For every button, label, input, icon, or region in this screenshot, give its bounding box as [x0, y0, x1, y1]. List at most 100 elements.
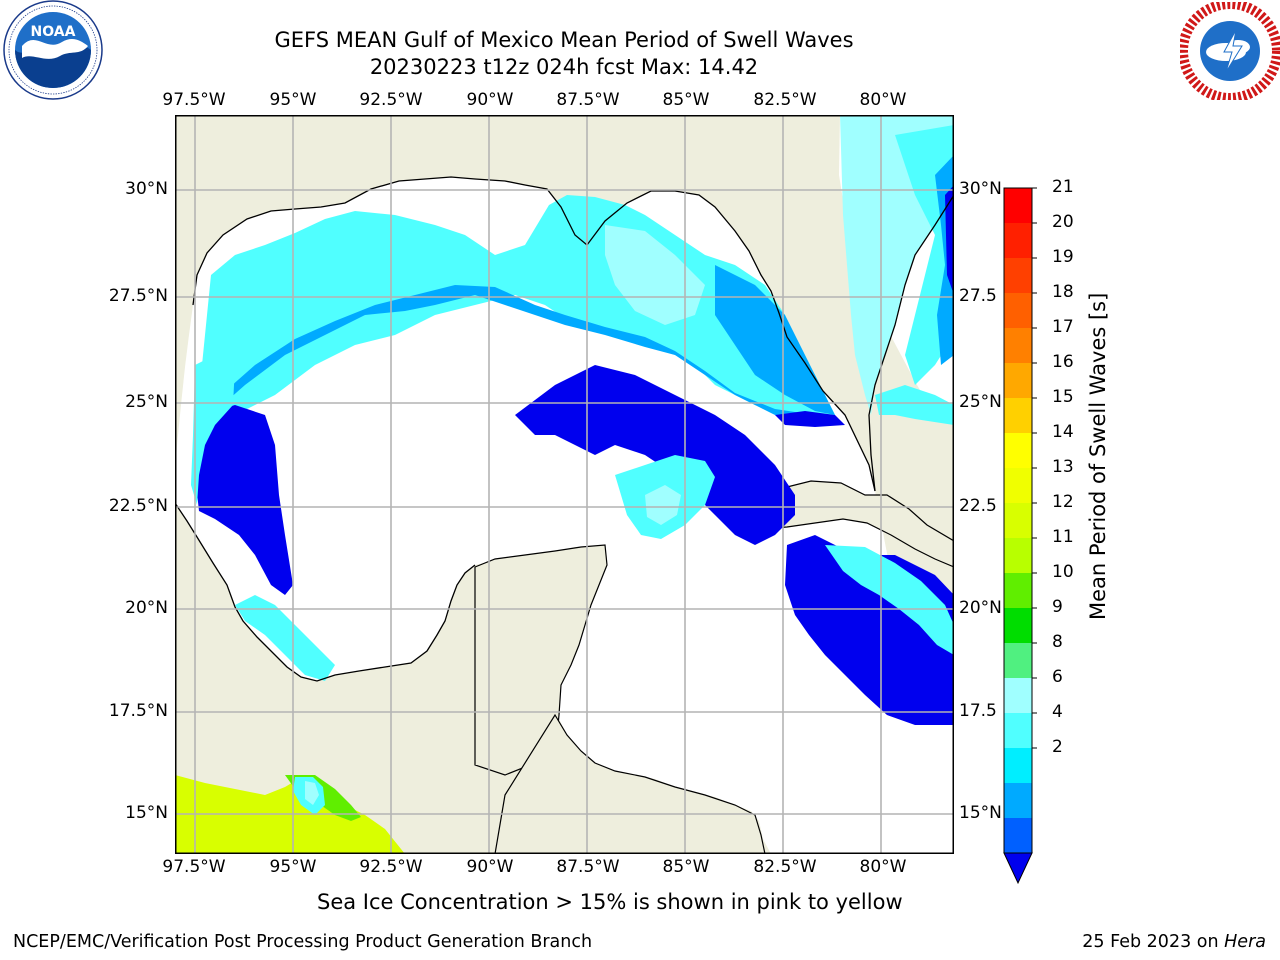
lon-tick-top: 85°W — [662, 90, 710, 110]
lat-tick-left: 22.5°N — [108, 496, 168, 516]
lon-tick-bottom: 82.5°W — [753, 857, 817, 877]
swell-cyan-west — [191, 355, 235, 505]
lat-tick-left: 27.5°N — [108, 286, 168, 306]
swell-blue-band — [211, 285, 835, 425]
land-central-america — [494, 713, 766, 854]
colorbar-tick-label: 2 — [1052, 737, 1063, 757]
coastline-gulf — [175, 502, 476, 682]
coastline-north — [192, 176, 876, 492]
colorbar-tick-label: 6 — [1052, 667, 1063, 687]
colorbar-swatch — [1004, 713, 1032, 748]
swell-deep-blue-florida — [775, 411, 845, 427]
footer-host: Hera — [1224, 932, 1266, 952]
coastline-florida-east — [868, 194, 954, 492]
lon-tick-top: 82.5°W — [753, 90, 817, 110]
colorbar-swatch — [1004, 398, 1032, 433]
lat-tick-right: 25°N — [959, 392, 1002, 412]
map-frame — [175, 115, 954, 854]
lon-tick-bottom: 87.5°W — [556, 857, 620, 877]
colorbar-swatch — [1004, 573, 1032, 608]
colorbar-swatch — [1004, 188, 1032, 223]
colorbar-tick-label: 13 — [1052, 457, 1074, 477]
colorbar-swatch — [1004, 328, 1032, 363]
swell-deep-blue-west — [195, 405, 293, 595]
colorbar-tick-label: 4 — [1052, 702, 1063, 722]
colorbar-tick-label: 8 — [1052, 632, 1063, 652]
lon-tick-bottom: 85°W — [662, 857, 710, 877]
lat-tick-right: 27.5 — [959, 286, 997, 306]
colorbar-swatch — [1004, 748, 1032, 783]
lon-tick-top: 92.5°W — [359, 90, 423, 110]
lat-tick-left: 20°N — [125, 598, 168, 618]
colorbar-tick-label: 20 — [1052, 212, 1074, 232]
colorbar-tick-label: 11 — [1052, 527, 1074, 547]
colorbar-tick-label: 15 — [1052, 387, 1074, 407]
colorbar-frame — [1003, 187, 1033, 854]
noaa-logo: NOAA — [3, 0, 103, 100]
footer-credit: NCEP/EMC/Verification Post Processing Pr… — [13, 932, 593, 952]
colorbar-tick-label: 21 — [1052, 177, 1074, 197]
colorbar-tick-label: 9 — [1052, 597, 1063, 617]
footer-date: 25 Feb 2023 on Hera — [1082, 932, 1266, 952]
lat-tick-left: 25°N — [125, 392, 168, 412]
map-area — [175, 115, 954, 854]
lat-tick-right: 15°N — [959, 803, 1002, 823]
swell-pale-yucatan — [645, 485, 681, 525]
lon-tick-top: 97.5°W — [162, 90, 226, 110]
colorbar-swatch — [1004, 223, 1032, 258]
lat-tick-right: 20°N — [959, 598, 1002, 618]
colorbar-swatch — [1004, 293, 1032, 328]
lon-tick-bottom: 97.5°W — [162, 857, 226, 877]
lat-tick-right: 30°N — [959, 179, 1002, 199]
noaa-logo-text: NOAA — [31, 24, 76, 40]
colorbar-tick-label: 10 — [1052, 562, 1074, 582]
colorbar-swatch — [1004, 258, 1032, 293]
swell-cyan-straits — [875, 385, 954, 425]
lon-tick-top: 80°W — [859, 90, 907, 110]
lat-tick-right: 17.5 — [959, 701, 997, 721]
colorbar-swatch — [1004, 503, 1032, 538]
colorbar-tick-label: 12 — [1052, 492, 1074, 512]
footer-date-text: 25 Feb 2023 on — [1082, 932, 1225, 952]
gridlines — [175, 115, 954, 854]
lon-tick-bottom: 80°W — [859, 857, 907, 877]
swell-blue-florida-shelf — [715, 265, 835, 415]
colorbar-label: Mean Period of Swell Waves [s] — [1086, 292, 1110, 620]
colorbar-tick-label: 14 — [1052, 422, 1074, 442]
pacific-pale-cyan — [305, 781, 319, 805]
lat-tick-right: 22.5 — [959, 496, 997, 516]
sea-ice-caption: Sea Ice Concentration > 15% is shown in … — [317, 890, 903, 914]
lon-tick-bottom: 90°W — [466, 857, 514, 877]
colorbar-swatch — [1004, 468, 1032, 503]
colorbar-swatch — [1004, 643, 1032, 678]
nws-logo — [1180, 2, 1280, 100]
colorbar-swatch — [1004, 678, 1032, 713]
map-title: GEFS MEAN Gulf of Mexico Mean Period of … — [274, 28, 854, 52]
swell-cyan-caribbean — [825, 545, 954, 655]
lon-tick-top: 90°W — [466, 90, 514, 110]
colorbar-tick-label: 18 — [1052, 282, 1074, 302]
swell-cyan-bay-of-campeche — [235, 595, 335, 681]
colorbar-swatch — [1004, 433, 1032, 468]
swell-deep-blue-centre — [515, 365, 795, 545]
lat-tick-left: 30°N — [125, 179, 168, 199]
colorbar-swatch — [1004, 818, 1032, 853]
lat-tick-left: 15°N — [125, 803, 168, 823]
colorbar — [1003, 187, 1037, 885]
colorbar-swatch — [1004, 783, 1032, 818]
map-subtitle: 20230223 t12z 024h fcst Max: 14.42 — [369, 55, 759, 79]
lon-tick-bottom: 92.5°W — [359, 857, 423, 877]
swell-deep-blue-atlantic — [945, 185, 954, 295]
colorbar-swatch — [1004, 538, 1032, 573]
lon-tick-bottom: 95°W — [269, 857, 317, 877]
swell-pale-cyan-patch — [605, 225, 705, 325]
lon-tick-top: 87.5°W — [556, 90, 620, 110]
colorbar-swatch — [1004, 363, 1032, 398]
colorbar-tick-label: 19 — [1052, 247, 1074, 267]
colorbar-tick-label: 17 — [1052, 317, 1074, 337]
colorbar-swatch — [1004, 608, 1032, 643]
lat-tick-left: 17.5°N — [108, 701, 168, 721]
colorbar-tick-label: 16 — [1052, 352, 1074, 372]
colorbar-extend-min — [1003, 852, 1033, 885]
lon-tick-top: 95°W — [269, 90, 317, 110]
